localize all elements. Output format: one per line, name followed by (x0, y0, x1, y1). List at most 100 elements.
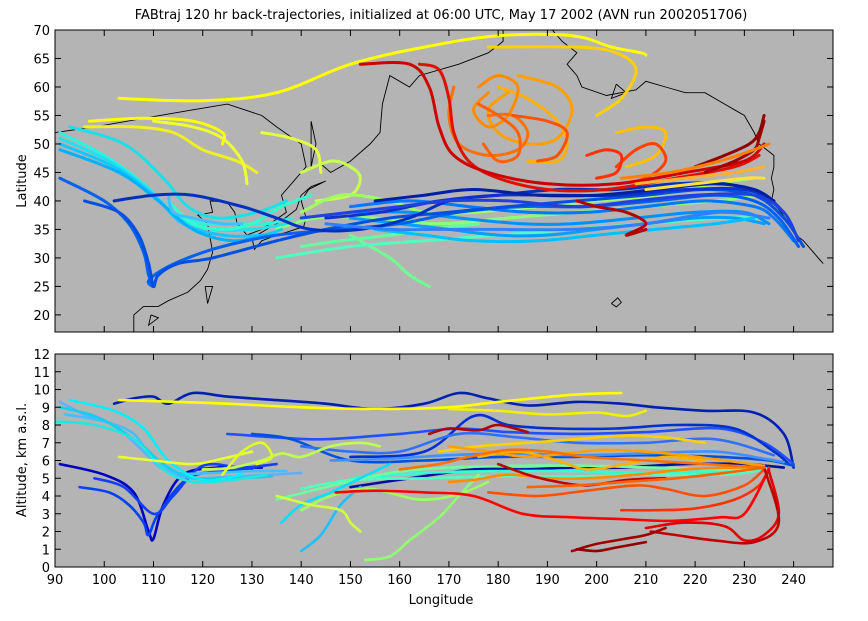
altitude-y-tick-label: 8 (42, 419, 50, 434)
map-trajectory-line (496, 85, 569, 164)
map-y-ticks: 20 25 30 35 40 45 50 55 60 65 70 (33, 24, 833, 324)
altitude-trajectory-line (117, 391, 623, 411)
altitude-y-tick-label: 3 (42, 508, 50, 523)
altitude-y-tick-label: 0 (42, 561, 50, 576)
map-trajectory-line (83, 124, 259, 174)
altitude-trajectory-line (398, 448, 766, 471)
map-trajectory-line (260, 131, 323, 174)
x-tick-label: 200 (584, 573, 609, 588)
map-y-tick-label: 50 (33, 138, 50, 153)
altitude-y-tick-label: 11 (33, 366, 50, 381)
map-y-tick-label: 45 (33, 166, 50, 181)
altitude-trajectory-line (93, 462, 278, 516)
map-trajectory-line (117, 32, 648, 103)
map-trajectory-line (477, 102, 522, 164)
map-y-tick-label: 70 (33, 24, 50, 39)
x-tick-label: 130 (240, 573, 265, 588)
altitude-y-tick-label: 2 (42, 526, 50, 541)
map-y-axis-label: Latitude (15, 154, 30, 208)
map-trajectory-line (299, 192, 800, 243)
map-y-tick-label: 20 (33, 309, 50, 324)
map-trajectory-line (585, 148, 624, 180)
altitude-y-tick-label: 5 (42, 472, 50, 487)
map-y-tick-label: 65 (33, 52, 50, 67)
x-tick-label: 210 (633, 573, 658, 588)
altitude-trajectory-line (275, 494, 362, 533)
x-tick-label: 90 (47, 573, 64, 588)
x-tick-label: 160 (387, 573, 412, 588)
coastline (610, 83, 628, 100)
altitude-trajectory-line (570, 526, 667, 553)
altitude-trajectory-line (477, 450, 707, 471)
altitude-trajectory-line (201, 441, 382, 471)
map-trajectory-line (417, 62, 761, 193)
map-trajectory-line (373, 182, 776, 203)
map-trajectory-line (619, 142, 771, 180)
coastline (611, 297, 622, 308)
altitude-trajectory-line (226, 426, 795, 466)
altitude-trajectory-line (526, 466, 766, 489)
altitude-trajectory-line (299, 431, 776, 457)
altitude-y-tick-label: 10 (33, 384, 50, 399)
map-y-tick-label: 30 (33, 252, 50, 267)
x-tick-label: 110 (141, 573, 166, 588)
altitude-trajectory-line (55, 420, 268, 484)
altitude-trajectory-line (487, 468, 766, 498)
coastline (204, 285, 214, 304)
map-trajectory-line (511, 114, 569, 163)
x-tick-label: 180 (486, 573, 511, 588)
altitude-y-axis-label: Altitude, km a.s.l. (15, 403, 30, 517)
map-trajectory-line (166, 193, 313, 231)
map-y-tick-label: 40 (33, 195, 50, 210)
altitude-trajectory-line (437, 434, 707, 453)
x-tick-label: 220 (683, 573, 708, 588)
altitude-trajectory-line (349, 413, 790, 466)
altitude-trajectory-line (349, 466, 766, 480)
map-trajectory-line (644, 176, 766, 191)
map-plot-frame (54, 29, 834, 333)
map-trajectories (58, 32, 805, 289)
map-trajectory-line (373, 216, 756, 244)
altitude-x-ticks: 90 100 110 120 130 140 150 160 170 180 190 200 210 22… (47, 30, 806, 588)
altitude-trajectory-line (112, 391, 795, 469)
altitude-trajectories (55, 391, 795, 562)
x-tick-label: 240 (781, 573, 806, 588)
x-tick-label: 140 (289, 573, 314, 588)
map-y-tick-label: 55 (33, 109, 50, 124)
x-tick-label: 230 (732, 573, 757, 588)
map-trajectory-line (348, 215, 766, 238)
x-tick-label: 100 (92, 573, 117, 588)
x-tick-label: 170 (437, 573, 462, 588)
coastline (310, 30, 504, 174)
altitude-y-tick-label: 6 (42, 455, 50, 470)
map-trajectory-line (166, 193, 244, 226)
coastline (147, 314, 160, 327)
map-trajectory-line (575, 199, 648, 237)
map-trajectory-line (486, 45, 638, 117)
figure-title: FABtraj 120 hr back-trajectories, initia… (135, 8, 748, 23)
altitude-trajectory-line (649, 466, 781, 545)
map-trajectory-line (693, 114, 766, 169)
map-trajectory-line (152, 119, 249, 186)
map-trajectory-line (324, 210, 771, 232)
altitude-y-tick-label: 1 (42, 543, 50, 558)
altitude-trajectory-line (221, 441, 274, 476)
map-trajectory-line (58, 148, 269, 243)
altitude-trajectory-line (427, 423, 529, 436)
map-y-tick-label: 60 (33, 81, 50, 96)
altitude-y-tick-label: 12 (33, 348, 50, 363)
altitude-trajectory-line (58, 406, 273, 481)
map-trajectory-line (614, 125, 668, 169)
x-tick-label: 120 (190, 573, 215, 588)
altitude-trajectory-line (575, 540, 648, 553)
x-tick-label: 190 (535, 573, 560, 588)
map-trajectory-line (486, 74, 574, 146)
altitude-y-tick-label: 4 (42, 490, 50, 505)
altitude-trajectory-line (299, 485, 362, 553)
x-axis-label: Longitude (409, 593, 474, 608)
altitude-trajectory-line (447, 407, 648, 418)
altitude-y-tick-label: 7 (42, 437, 50, 452)
